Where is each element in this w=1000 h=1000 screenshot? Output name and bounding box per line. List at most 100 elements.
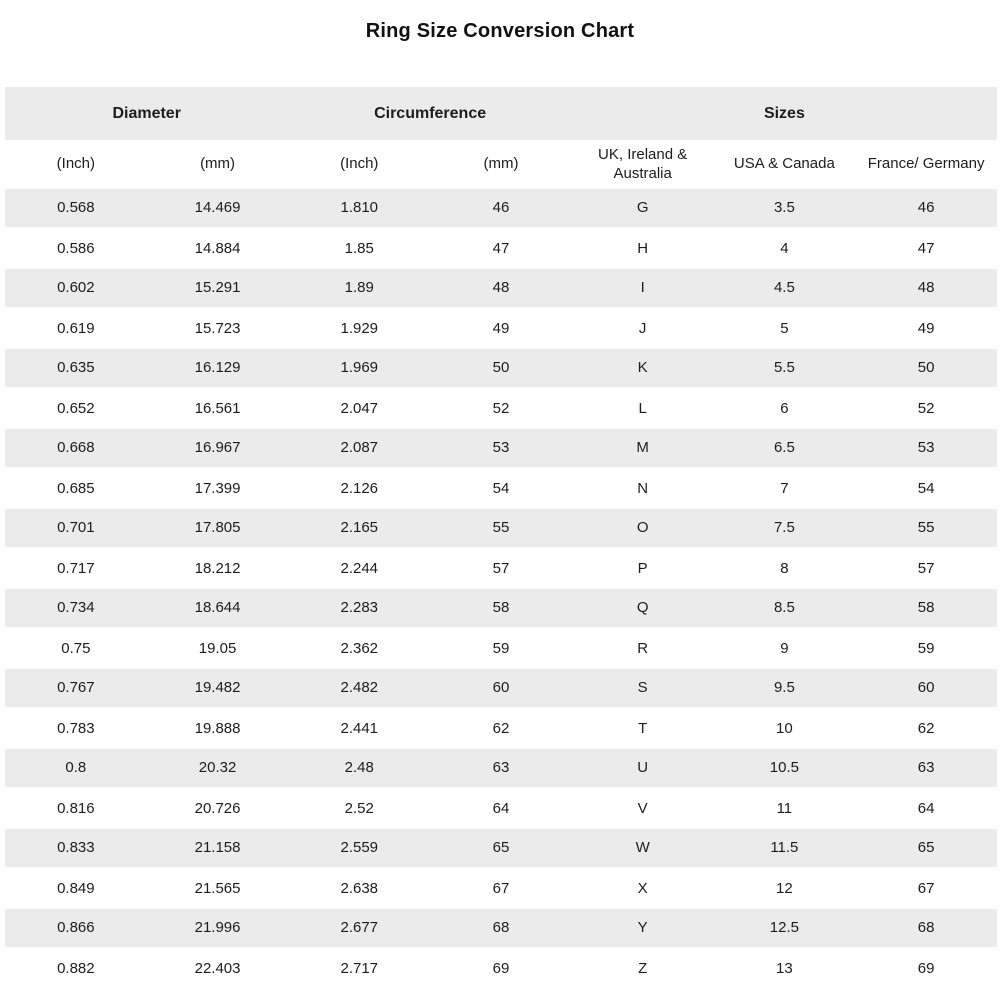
cell: O — [636, 519, 649, 537]
cell: W — [635, 839, 650, 857]
cell: T — [638, 719, 648, 737]
cell: 8 — [780, 559, 789, 577]
cell: 11.5 — [770, 839, 799, 857]
cell: 5.5 — [773, 359, 795, 377]
column-header-uk-ireland-australia: UK, Ireland & Australia — [598, 146, 688, 182]
cell: 47 — [917, 239, 935, 257]
column-group-diameter: Diameter — [5, 87, 289, 142]
cell: 14.884 — [194, 239, 241, 257]
table-row: 0.75 19.05 2.362 59 R 9 59 — [5, 628, 997, 668]
cell: 63 — [917, 759, 935, 777]
cell: 60 — [492, 679, 510, 697]
cell: 63 — [492, 759, 510, 777]
cell: 2.244 — [340, 559, 379, 577]
cell: 64 — [917, 799, 935, 817]
cell: 0.717 — [57, 559, 95, 577]
cell: 65 — [492, 839, 510, 857]
cell: 2.441 — [340, 719, 379, 737]
column-header-row: (Inch) (mm) (Inch) (mm) UK, Ireland & Au… — [5, 141, 997, 188]
column-header-circumference-inch: (Inch) — [340, 155, 379, 173]
cell: 69 — [917, 960, 935, 977]
table-row: 0.602 15.291 1.89 48 I 4.5 48 — [5, 268, 997, 308]
cell: 67 — [492, 879, 510, 897]
cell: 0.652 — [57, 399, 95, 417]
cell: 2.126 — [340, 479, 379, 497]
cell: 0.635 — [57, 359, 95, 377]
cell: H — [637, 239, 649, 257]
cell: 17.805 — [194, 519, 241, 537]
cell: 46 — [917, 199, 935, 217]
table-row: 0.635 16.129 1.969 50 K 5.5 50 — [5, 348, 997, 388]
table-header: Diameter Circumference Sizes (Inch) (mm)… — [5, 87, 997, 188]
column-header-france-germany: France/ Germany — [867, 155, 985, 173]
cell: 50 — [492, 359, 510, 377]
cell: Q — [636, 599, 649, 617]
table-body: 0.568 14.469 1.810 46 G 3.5 46 0.586 14.884 1.85 4… — [5, 188, 997, 988]
cell: 7 — [780, 479, 789, 497]
table-row: 0.586 14.884 1.85 47 H 4 47 — [5, 228, 997, 268]
table-row: 0.734 18.644 2.283 58 Q 8.5 58 — [5, 588, 997, 628]
cell: 2.638 — [340, 879, 379, 897]
cell: 55 — [492, 519, 510, 537]
cell: P — [637, 559, 648, 577]
table-row: 0.652 16.561 2.047 52 L 6 52 — [5, 388, 997, 428]
page-title: Ring Size Conversion Chart — [365, 20, 635, 42]
cell: 12 — [776, 879, 793, 897]
cell: 0.783 — [57, 719, 95, 737]
cell: 20.726 — [194, 799, 241, 817]
cell: 49 — [917, 319, 935, 337]
cell: 0.734 — [57, 599, 95, 617]
cell: 0.701 — [57, 519, 95, 537]
cell: 6.5 — [773, 439, 795, 457]
cell: 57 — [917, 559, 935, 577]
cell: 18.644 — [194, 599, 241, 617]
cell: X — [637, 879, 648, 897]
cell: 68 — [917, 919, 935, 937]
cell: 16.967 — [194, 439, 241, 457]
cell: 19.888 — [194, 719, 241, 737]
cell: 67 — [917, 879, 935, 897]
cell: 7.5 — [773, 519, 795, 537]
cell: 60 — [917, 679, 935, 697]
column-header-diameter-inch: (Inch) — [56, 155, 96, 173]
cell: 8.5 — [773, 599, 795, 617]
cell: 2.52 — [344, 799, 374, 817]
cell: 0.849 — [57, 879, 95, 897]
table-row: 0.882 22.403 2.717 69 Z 13 69 — [5, 948, 997, 988]
cell: 59 — [492, 639, 510, 657]
cell: 59 — [917, 639, 935, 657]
column-group-circumference: Circumference — [288, 87, 572, 142]
cell: 64 — [492, 799, 510, 817]
cell: 1.969 — [340, 359, 379, 377]
cell: 50 — [917, 359, 935, 377]
cell: L — [638, 399, 647, 417]
cell: 2.047 — [340, 399, 379, 417]
cell: 10.5 — [769, 759, 799, 777]
cell: 4.5 — [773, 279, 795, 297]
cell: 11 — [776, 799, 793, 817]
cell: 0.816 — [57, 799, 95, 817]
column-group-sizes: Sizes — [571, 87, 997, 142]
cell: 2.559 — [340, 839, 379, 857]
cell: 0.602 — [57, 279, 95, 297]
cell: 53 — [917, 439, 935, 457]
table-row: 0.783 19.888 2.441 62 T 10 62 — [5, 708, 997, 748]
cell: 14.469 — [194, 199, 241, 217]
cell: 2.087 — [340, 439, 379, 457]
cell: 6 — [780, 399, 789, 417]
table-row: 0.685 17.399 2.126 54 N 7 54 — [5, 468, 997, 508]
cell: U — [637, 759, 649, 777]
cell: 1.929 — [340, 319, 379, 337]
cell: 58 — [917, 599, 935, 617]
table-row: 0.701 17.805 2.165 55 O 7.5 55 — [5, 508, 997, 548]
table-row: 0.849 21.565 2.638 67 X 12 67 — [5, 868, 997, 908]
cell: 13 — [776, 960, 793, 977]
cell: 9.5 — [773, 679, 795, 697]
cell: 53 — [492, 439, 510, 457]
cell: 49 — [492, 319, 510, 337]
cell: 19.482 — [194, 679, 241, 697]
cell: 16.561 — [194, 399, 241, 417]
cell: 5 — [780, 319, 789, 337]
cell: 19.05 — [198, 639, 237, 657]
cell: 17.399 — [194, 479, 241, 497]
